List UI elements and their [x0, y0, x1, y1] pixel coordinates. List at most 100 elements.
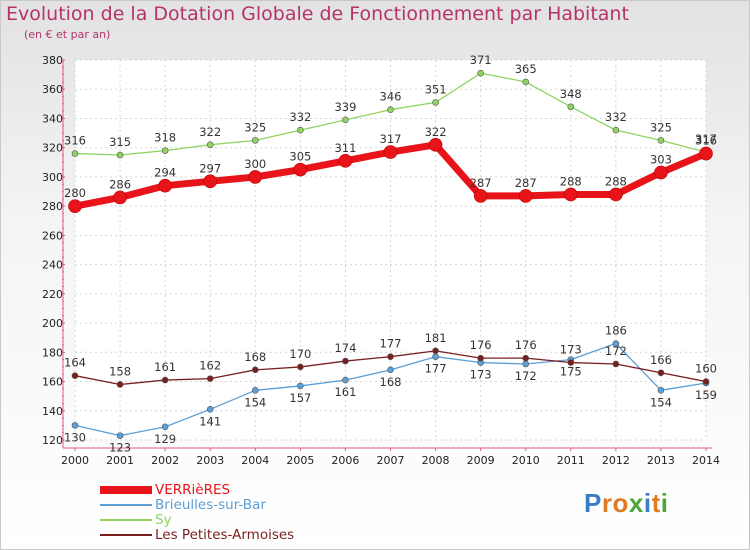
y-tick-label: 300: [42, 171, 63, 184]
y-tick-label: 380: [42, 54, 63, 67]
data-label: 129: [154, 432, 176, 446]
data-point: [206, 141, 214, 149]
data-point: [473, 189, 488, 203]
y-tick-label: 260: [42, 229, 63, 242]
data-label: 288: [605, 174, 627, 188]
data-point: [428, 137, 443, 152]
logo-letter: i: [660, 488, 669, 518]
y-tick-label: 200: [42, 317, 63, 330]
x-tick-label: 2009: [467, 454, 495, 467]
legend-label-sy: Sy: [155, 512, 172, 528]
y-tick-label: 240: [42, 259, 63, 272]
legend-label-verrieres: VERRièRES: [155, 482, 231, 498]
data-label: 177: [425, 362, 447, 376]
data-label: 157: [289, 391, 311, 405]
data-label: 176: [470, 338, 492, 352]
data-point: [338, 154, 353, 168]
legend-item-verrieres: VERRièRES: [100, 482, 360, 499]
data-label: 172: [515, 369, 537, 383]
data-label: 161: [334, 385, 356, 399]
legend: VERRièRES Brieulles-sur-Bar Sy Les Petit…: [100, 482, 360, 544]
data-point: [567, 359, 575, 366]
data-label: 160: [695, 362, 717, 376]
data-label: 286: [109, 177, 131, 191]
x-tick-label: 2012: [602, 454, 630, 467]
data-label: 348: [560, 87, 582, 101]
data-label: 162: [199, 359, 221, 373]
data-label: 173: [560, 343, 582, 357]
data-label: 365: [515, 62, 537, 76]
data-label: 141: [199, 414, 221, 428]
x-tick-label: 2010: [512, 454, 540, 467]
data-label: 161: [154, 360, 176, 374]
data-point: [387, 106, 394, 113]
logo-letter: i: [643, 488, 652, 518]
y-tick-label: 180: [42, 346, 63, 359]
data-label: 177: [380, 337, 402, 351]
legend-swatch-verrieres: [100, 486, 152, 494]
data-point: [206, 406, 214, 413]
data-point: [612, 340, 620, 347]
legend-swatch-petites-armoises: [100, 534, 152, 536]
data-point: [612, 126, 620, 134]
data-label: 166: [650, 353, 672, 367]
data-label: 325: [650, 120, 672, 134]
legend-item-brieulles: Brieulles-sur-Bar: [100, 497, 360, 514]
data-label: 176: [515, 338, 537, 352]
data-point: [297, 126, 304, 134]
x-tick-label: 2004: [241, 454, 269, 467]
x-tick-label: 2013: [647, 454, 675, 467]
data-label: 186: [605, 324, 627, 338]
data-label: 322: [199, 125, 221, 139]
chart-title: Evolution de la Dotation Globale de Fonc…: [6, 3, 629, 25]
data-point: [567, 103, 575, 111]
y-tick-label: 120: [42, 434, 63, 447]
data-label: 168: [244, 350, 266, 364]
data-point: [432, 99, 439, 106]
x-tick-label: 2007: [377, 454, 405, 467]
data-point: [161, 376, 169, 384]
x-tick-label: 2006: [331, 454, 359, 467]
data-point: [387, 366, 394, 374]
data-point: [158, 178, 172, 193]
legend-item-sy: Sy: [100, 512, 360, 529]
data-label: 287: [470, 176, 492, 190]
logo-letter: P: [584, 488, 602, 518]
y-tick-label: 340: [42, 112, 63, 125]
y-tick-label: 280: [42, 200, 63, 213]
data-label: 172: [605, 344, 627, 358]
data-point: [609, 187, 623, 202]
data-label: 173: [470, 368, 492, 382]
data-point: [522, 354, 530, 362]
x-tick-label: 2008: [422, 454, 450, 467]
data-point: [387, 353, 394, 360]
data-point: [161, 147, 169, 154]
data-label: 158: [109, 364, 131, 378]
data-label: 316: [695, 134, 717, 148]
data-label: 303: [650, 153, 672, 167]
data-label: 317: [380, 132, 402, 146]
data-point: [522, 78, 530, 86]
data-label: 311: [334, 141, 356, 155]
data-point: [68, 199, 82, 213]
y-tick-label: 360: [42, 83, 63, 96]
legend-swatch-sy: [100, 519, 152, 521]
data-point: [251, 387, 259, 394]
data-point: [657, 137, 665, 144]
data-label: 168: [380, 375, 402, 389]
data-label: 351: [425, 82, 447, 96]
data-label: 181: [425, 331, 447, 345]
data-label: 322: [425, 125, 447, 139]
data-point: [432, 353, 439, 360]
data-point: [518, 189, 533, 203]
logo-letter: o: [612, 488, 629, 518]
data-point: [477, 69, 484, 77]
data-point: [342, 116, 349, 124]
data-point: [612, 360, 620, 368]
x-tick-label: 2003: [196, 454, 224, 467]
data-point: [116, 432, 124, 439]
y-tick-label: 160: [42, 376, 63, 389]
data-point: [342, 357, 349, 365]
data-label: 332: [605, 110, 627, 124]
